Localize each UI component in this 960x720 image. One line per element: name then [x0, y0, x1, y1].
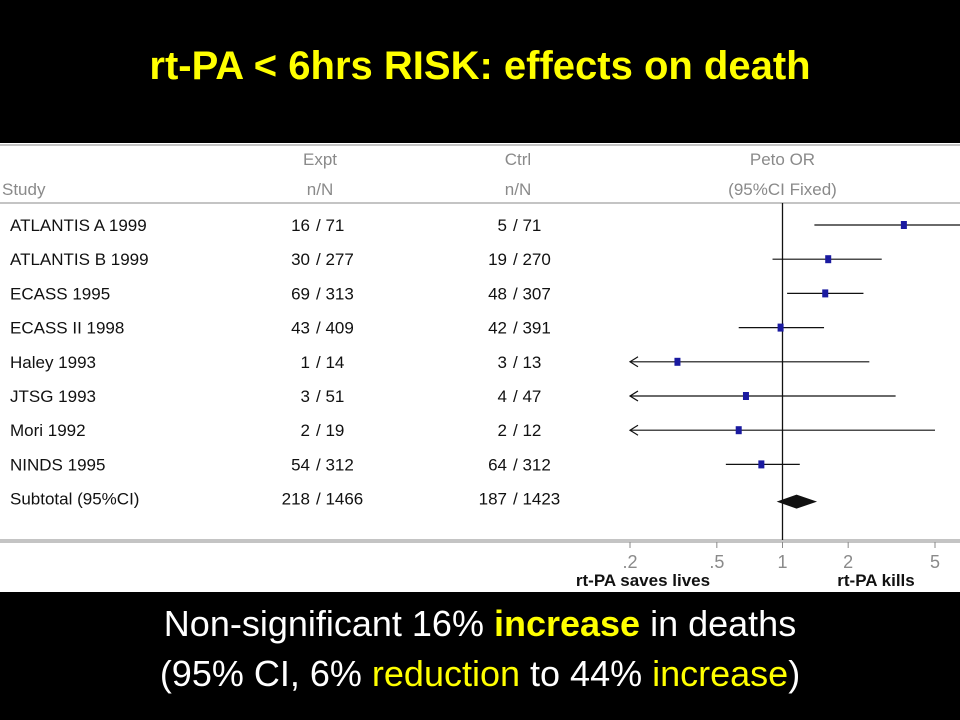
caption-text: ): [788, 653, 801, 694]
caption-line-2: (95% CI, 6% reduction to 44% increase): [0, 652, 960, 696]
expt-total: / 409: [316, 319, 354, 338]
forest-plot: Study Expt n/N Ctrl n/N Peto OR (95%CI Fixed) A…: [0, 144, 960, 590]
ctrl-events: 42: [488, 319, 507, 338]
caption-highlight-reduction: reduction: [371, 653, 521, 694]
column-header-or: Peto OR: [750, 150, 815, 169]
expt-events: 43: [291, 319, 310, 338]
ctrl-events: 48: [488, 284, 507, 303]
expt-events: 69: [291, 284, 310, 303]
point-estimate: [777, 323, 784, 332]
study-label: ECASS 1995: [10, 284, 110, 303]
expt-total: / 277: [316, 250, 354, 269]
axis-tick-label: 5: [930, 552, 940, 572]
column-header-study: Study: [2, 180, 46, 199]
expt-events: 16: [291, 216, 310, 235]
ctrl-events: 4: [498, 387, 507, 406]
column-header-expt: Expt: [303, 150, 337, 169]
ctrl-events: 2: [498, 421, 507, 440]
expt-events: 2: [301, 421, 310, 440]
point-estimate: [900, 221, 907, 229]
study-label: ATLANTIS A 1999: [10, 216, 147, 235]
caption-text: Non-significant 16%: [163, 603, 494, 644]
point-estimate: [674, 357, 681, 366]
expt-total: / 312: [316, 455, 354, 474]
study-label: ECASS II 1998: [10, 319, 124, 338]
ctrl-events: 64: [488, 455, 507, 474]
ctrl-total: / 71: [513, 216, 541, 235]
ctrl-total: / 307: [513, 284, 551, 303]
study-label: JTSG 1993: [10, 387, 96, 406]
point-estimate: [822, 289, 829, 298]
forest-plot-panel: Study Expt n/N Ctrl n/N Peto OR (95%CI Fixed) A…: [0, 143, 960, 592]
ci-arrow-left: [628, 356, 639, 368]
point-estimate: [825, 255, 832, 264]
favours-right-label: rt-PA kills: [837, 571, 914, 590]
column-header-ctrl-unit: n/N: [505, 180, 531, 199]
expt-total: / 19: [316, 421, 344, 440]
subtotal-diamond: [776, 494, 818, 509]
point-estimate: [735, 426, 742, 435]
point-estimate: [742, 392, 749, 400]
caption-text: in deaths: [640, 603, 797, 644]
expt-events: 30: [291, 250, 310, 269]
axis-tick-label: 2: [843, 552, 853, 572]
caption-highlight-increase: increase: [493, 603, 641, 644]
expt-total: / 1466: [316, 490, 363, 509]
ctrl-total: / 12: [513, 421, 541, 440]
ctrl-total: / 391: [513, 319, 551, 338]
point-estimate: [758, 460, 765, 469]
ctrl-events: 3: [498, 353, 507, 372]
study-label: ATLANTIS B 1999: [10, 250, 149, 269]
ctrl-total: / 270: [513, 250, 551, 269]
ctrl-events: 5: [498, 216, 507, 235]
expt-events: 1: [301, 353, 310, 372]
axis-tick-label: .2: [622, 552, 637, 572]
favours-left-label: rt-PA saves lives: [576, 571, 710, 590]
expt-total: / 71: [316, 216, 344, 235]
column-header-ctrl: Ctrl: [505, 150, 531, 169]
ctrl-total: / 1423: [513, 490, 560, 509]
caption-text: to 44%: [520, 653, 653, 694]
ctrl-events: 19: [488, 250, 507, 269]
column-header-or-ci: (95%CI Fixed): [728, 180, 837, 199]
caption-text: (95% CI, 6%: [159, 653, 372, 694]
caption-line-1: Non-significant 16% increase in deaths: [0, 602, 960, 646]
caption-highlight-increase: increase: [652, 653, 789, 694]
ci-arrow-left: [628, 390, 639, 402]
ctrl-total: / 47: [513, 387, 541, 406]
subtotal-label: Subtotal (95%CI): [10, 490, 139, 509]
expt-events: 3: [301, 387, 310, 406]
expt-events: 54: [291, 455, 310, 474]
axis-tick-label: 1: [777, 552, 787, 572]
ctrl-total: / 13: [513, 353, 541, 372]
study-label: NINDS 1995: [10, 455, 105, 474]
ctrl-total: / 312: [513, 455, 551, 474]
expt-events: 218: [282, 490, 310, 509]
expt-total: / 51: [316, 387, 344, 406]
ci-arrow-left: [628, 424, 639, 436]
column-header-expt-unit: n/N: [307, 180, 333, 199]
study-label: Haley 1993: [10, 353, 96, 372]
expt-total: / 313: [316, 284, 354, 303]
ctrl-events: 187: [479, 490, 507, 509]
expt-total: / 14: [316, 353, 344, 372]
study-label: Mori 1992: [10, 421, 86, 440]
slide-title: rt-PA < 6hrs RISK: effects on death: [149, 44, 811, 88]
axis-tick-label: .5: [709, 552, 724, 572]
